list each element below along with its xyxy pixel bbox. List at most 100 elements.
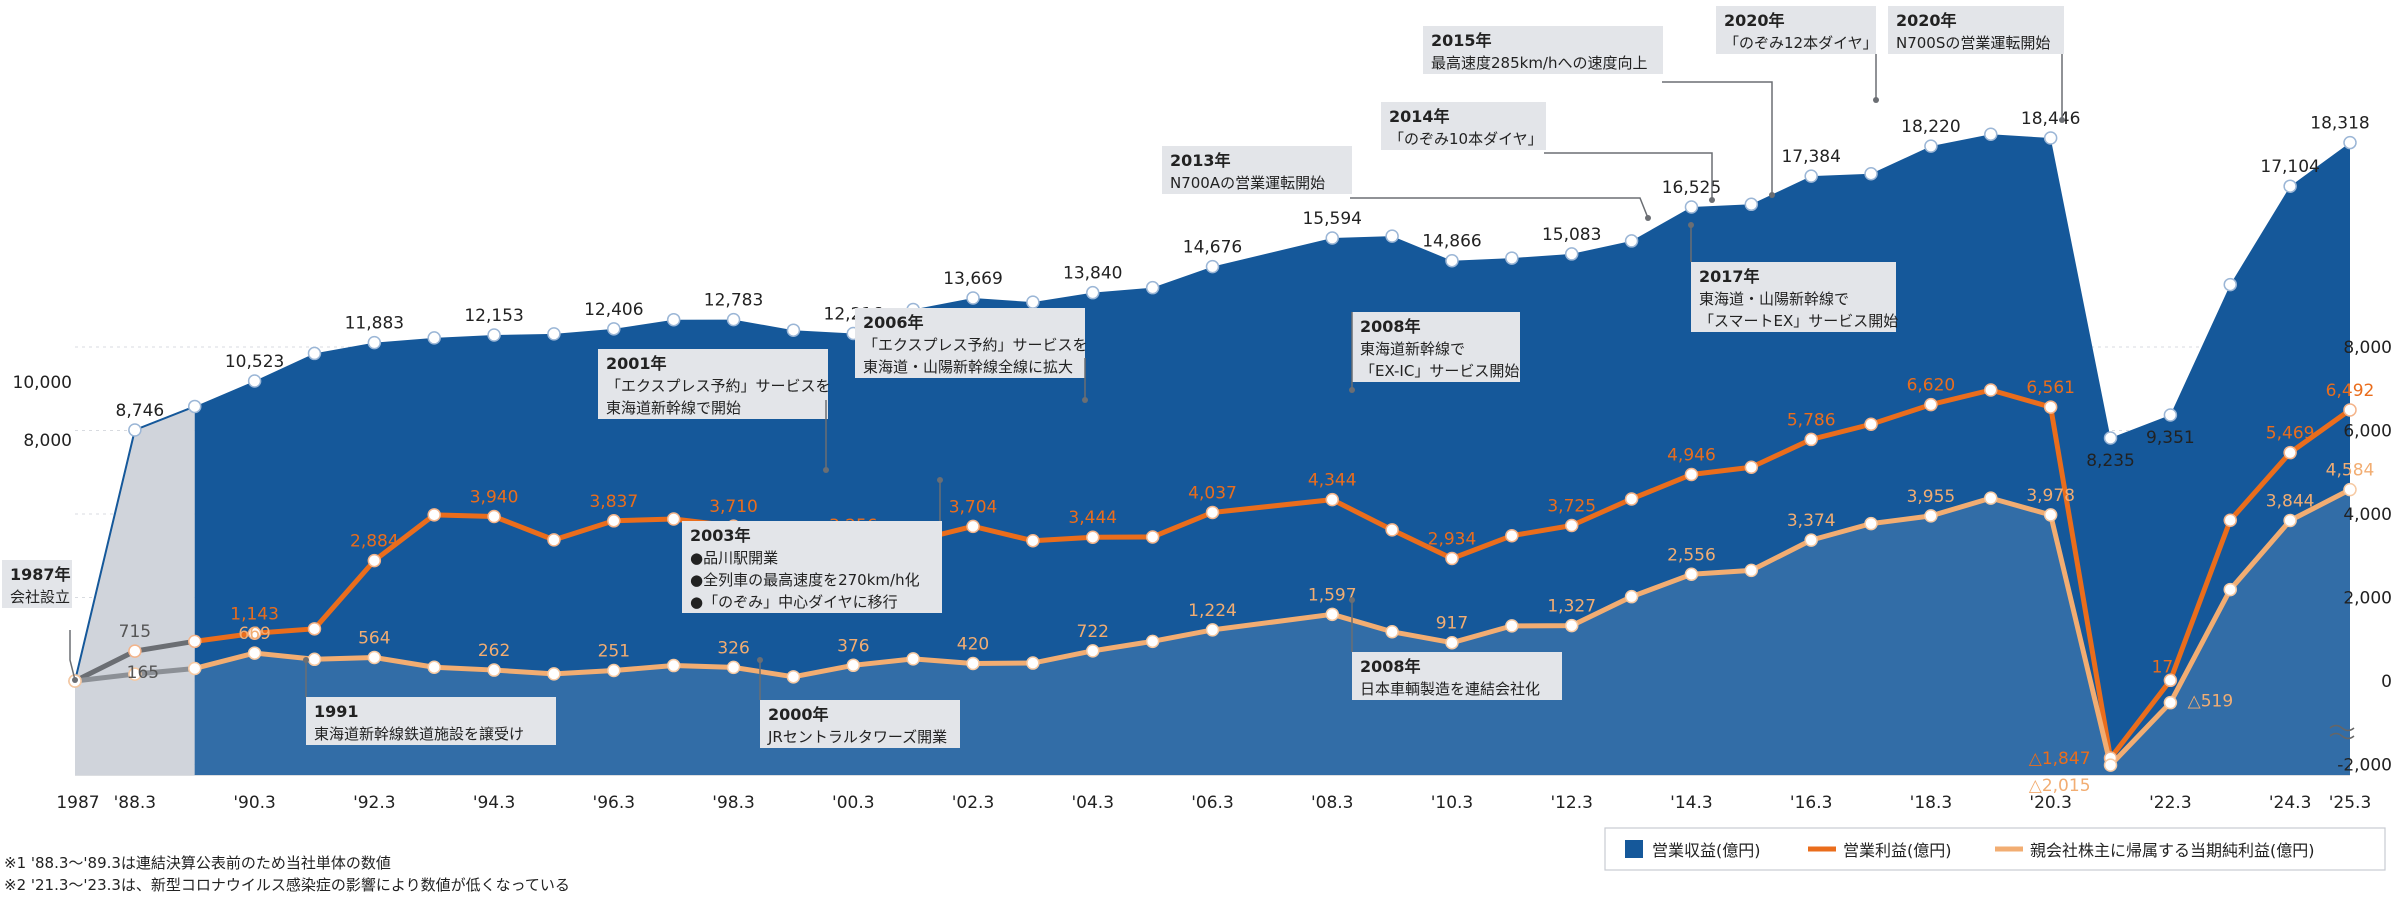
net-profit-point (187, 661, 202, 676)
callout-year: 2008年 (1360, 657, 1421, 676)
net-profit-point (1924, 509, 1938, 523)
revenue-point (1684, 200, 1699, 214)
annotation-callout: 2020年 N700Sの営業運転開始 (1888, 6, 2065, 123)
callout-text: 東海道新幹線で開始 (606, 399, 741, 417)
callout-box (760, 700, 960, 748)
revenue-point (1564, 247, 1579, 261)
callout-text: JRセントラルタワーズ開業 (767, 728, 947, 746)
legend-label-operating-profit: 営業利益(億円) (1843, 841, 1952, 860)
net-profit-point (1505, 619, 1519, 633)
revenue-point (966, 291, 980, 305)
callout-box (1352, 652, 1562, 700)
callout-text: ●「のぞみ」中心ダイヤに移行 (690, 593, 898, 611)
right-axis-label: 6,000 (2343, 422, 2392, 442)
operating-profit-point (1684, 467, 1699, 482)
operating-profit-label: 5,786 (1787, 410, 1836, 430)
operating-profit-label: 3,444 (1068, 508, 1117, 528)
x-axis-label: '90.3 (233, 793, 276, 813)
net-profit-point (1564, 618, 1579, 633)
callout-leader (1350, 197, 1649, 219)
annotation-callout: 2020年「のぞみ12本ダイヤ」 (1716, 6, 1879, 103)
x-axis-label: '98.3 (712, 793, 755, 813)
revenue-point (1325, 231, 1339, 245)
callout-year: 2003年 (690, 526, 751, 545)
revenue-point (2103, 431, 2118, 445)
callout-year: 2015年 (1431, 31, 1492, 50)
operating-profit-label: 715 (119, 622, 151, 642)
operating-profit-point (1624, 492, 1639, 506)
revenue-label: 18,318 (2310, 114, 2369, 134)
callout-text: 東海道新幹線鉄道施設を譲受け (314, 725, 524, 743)
x-axis-label: '94.3 (473, 793, 516, 813)
axis-break-icon (2329, 724, 2355, 740)
callout-box (1162, 146, 1352, 194)
net-profit-label: 564 (358, 628, 390, 648)
net-profit-point (1205, 623, 1220, 637)
footnote: ※1 '88.3～'89.3は連結決算公表前のため当社単体の数値 (4, 854, 391, 872)
callout-arrow-icon (1082, 397, 1088, 403)
revenue-label: 18,220 (1901, 117, 1960, 137)
revenue-point (2223, 277, 2238, 292)
revenue-point (367, 335, 382, 350)
net-profit-point (547, 667, 561, 681)
revenue-label: 10,523 (225, 352, 284, 372)
callout-box (1423, 26, 1663, 74)
x-axis-label: '88.3 (114, 793, 157, 813)
legend-label-net-profit: 親会社株主に帰属する当期純利益(億円) (2030, 841, 2315, 860)
x-axis-label: '18.3 (1910, 793, 1953, 813)
x-axis-label: '08.3 (1311, 793, 1354, 813)
net-profit-label: △519 (2188, 692, 2234, 712)
callout-text: 「EX-IC」サービス開始 (1360, 362, 1519, 380)
net-profit-point (2283, 513, 2297, 528)
revenue-point (607, 322, 621, 336)
callout-year: 2014年 (1389, 107, 1450, 126)
callout-leader (69, 630, 76, 681)
revenue-label: 13,840 (1063, 264, 1122, 284)
revenue-label: 11,883 (345, 314, 404, 334)
callout-text: 東海道・山陽新幹線全線に拡大 (863, 358, 1073, 376)
operating-profit-label: 2,934 (1428, 530, 1477, 550)
net-profit-point (607, 663, 621, 678)
revenue-point (128, 423, 142, 437)
callout-year: 2017年 (1699, 267, 1760, 286)
x-axis-label: 1987 (56, 793, 99, 813)
net-profit-point (2043, 508, 2058, 522)
callout-box (855, 308, 1085, 378)
revenue-area-lower-band (194, 489, 2351, 775)
operating-profit-point (1205, 505, 1220, 520)
operating-profit-point (1145, 530, 1160, 544)
annotation-callout: 2003年 ●品川駅開業 ●全列車の最高速度を270km/h化 ●「のぞみ」中心ダイヤ… (682, 477, 943, 613)
callout-year: 2001年 (606, 354, 667, 373)
net-profit-point (367, 650, 382, 665)
net-profit-label: 3,844 (2266, 492, 2315, 512)
operating-profit-point (1924, 397, 1938, 412)
right-axis-label: -2,000 (2337, 756, 2392, 776)
revenue-label: 8,746 (116, 401, 165, 421)
net-profit-point (427, 660, 441, 674)
operating-profit-label: 3,837 (589, 492, 638, 512)
revenue-label: 15,083 (1542, 225, 1601, 245)
net-profit-point (1145, 634, 1160, 649)
net-profit-point (1864, 516, 1878, 531)
revenue-label: 9,351 (2146, 428, 2195, 448)
operating-profit-label: 4,037 (1188, 483, 1237, 503)
left-axis-label: 10,000 (13, 373, 72, 393)
callout-text: 東海道新幹線で (1360, 340, 1465, 358)
revenue-point (2283, 179, 2297, 193)
operating-profit-line (194, 387, 2352, 761)
net-profit-label: 251 (598, 642, 630, 662)
x-axis-label: '14.3 (1670, 793, 1713, 813)
net-profit-point (906, 652, 920, 666)
revenue-point (1445, 253, 1459, 268)
revenue-point (187, 399, 202, 414)
callout-arrow-icon (937, 477, 943, 483)
callout-text: N700Sの営業運転開始 (1896, 34, 2050, 52)
revenue-point (1505, 251, 1519, 265)
legend-label-revenue: 営業収益(億円) (1652, 841, 1761, 860)
operating-profit-label: 4,946 (1667, 446, 1716, 466)
